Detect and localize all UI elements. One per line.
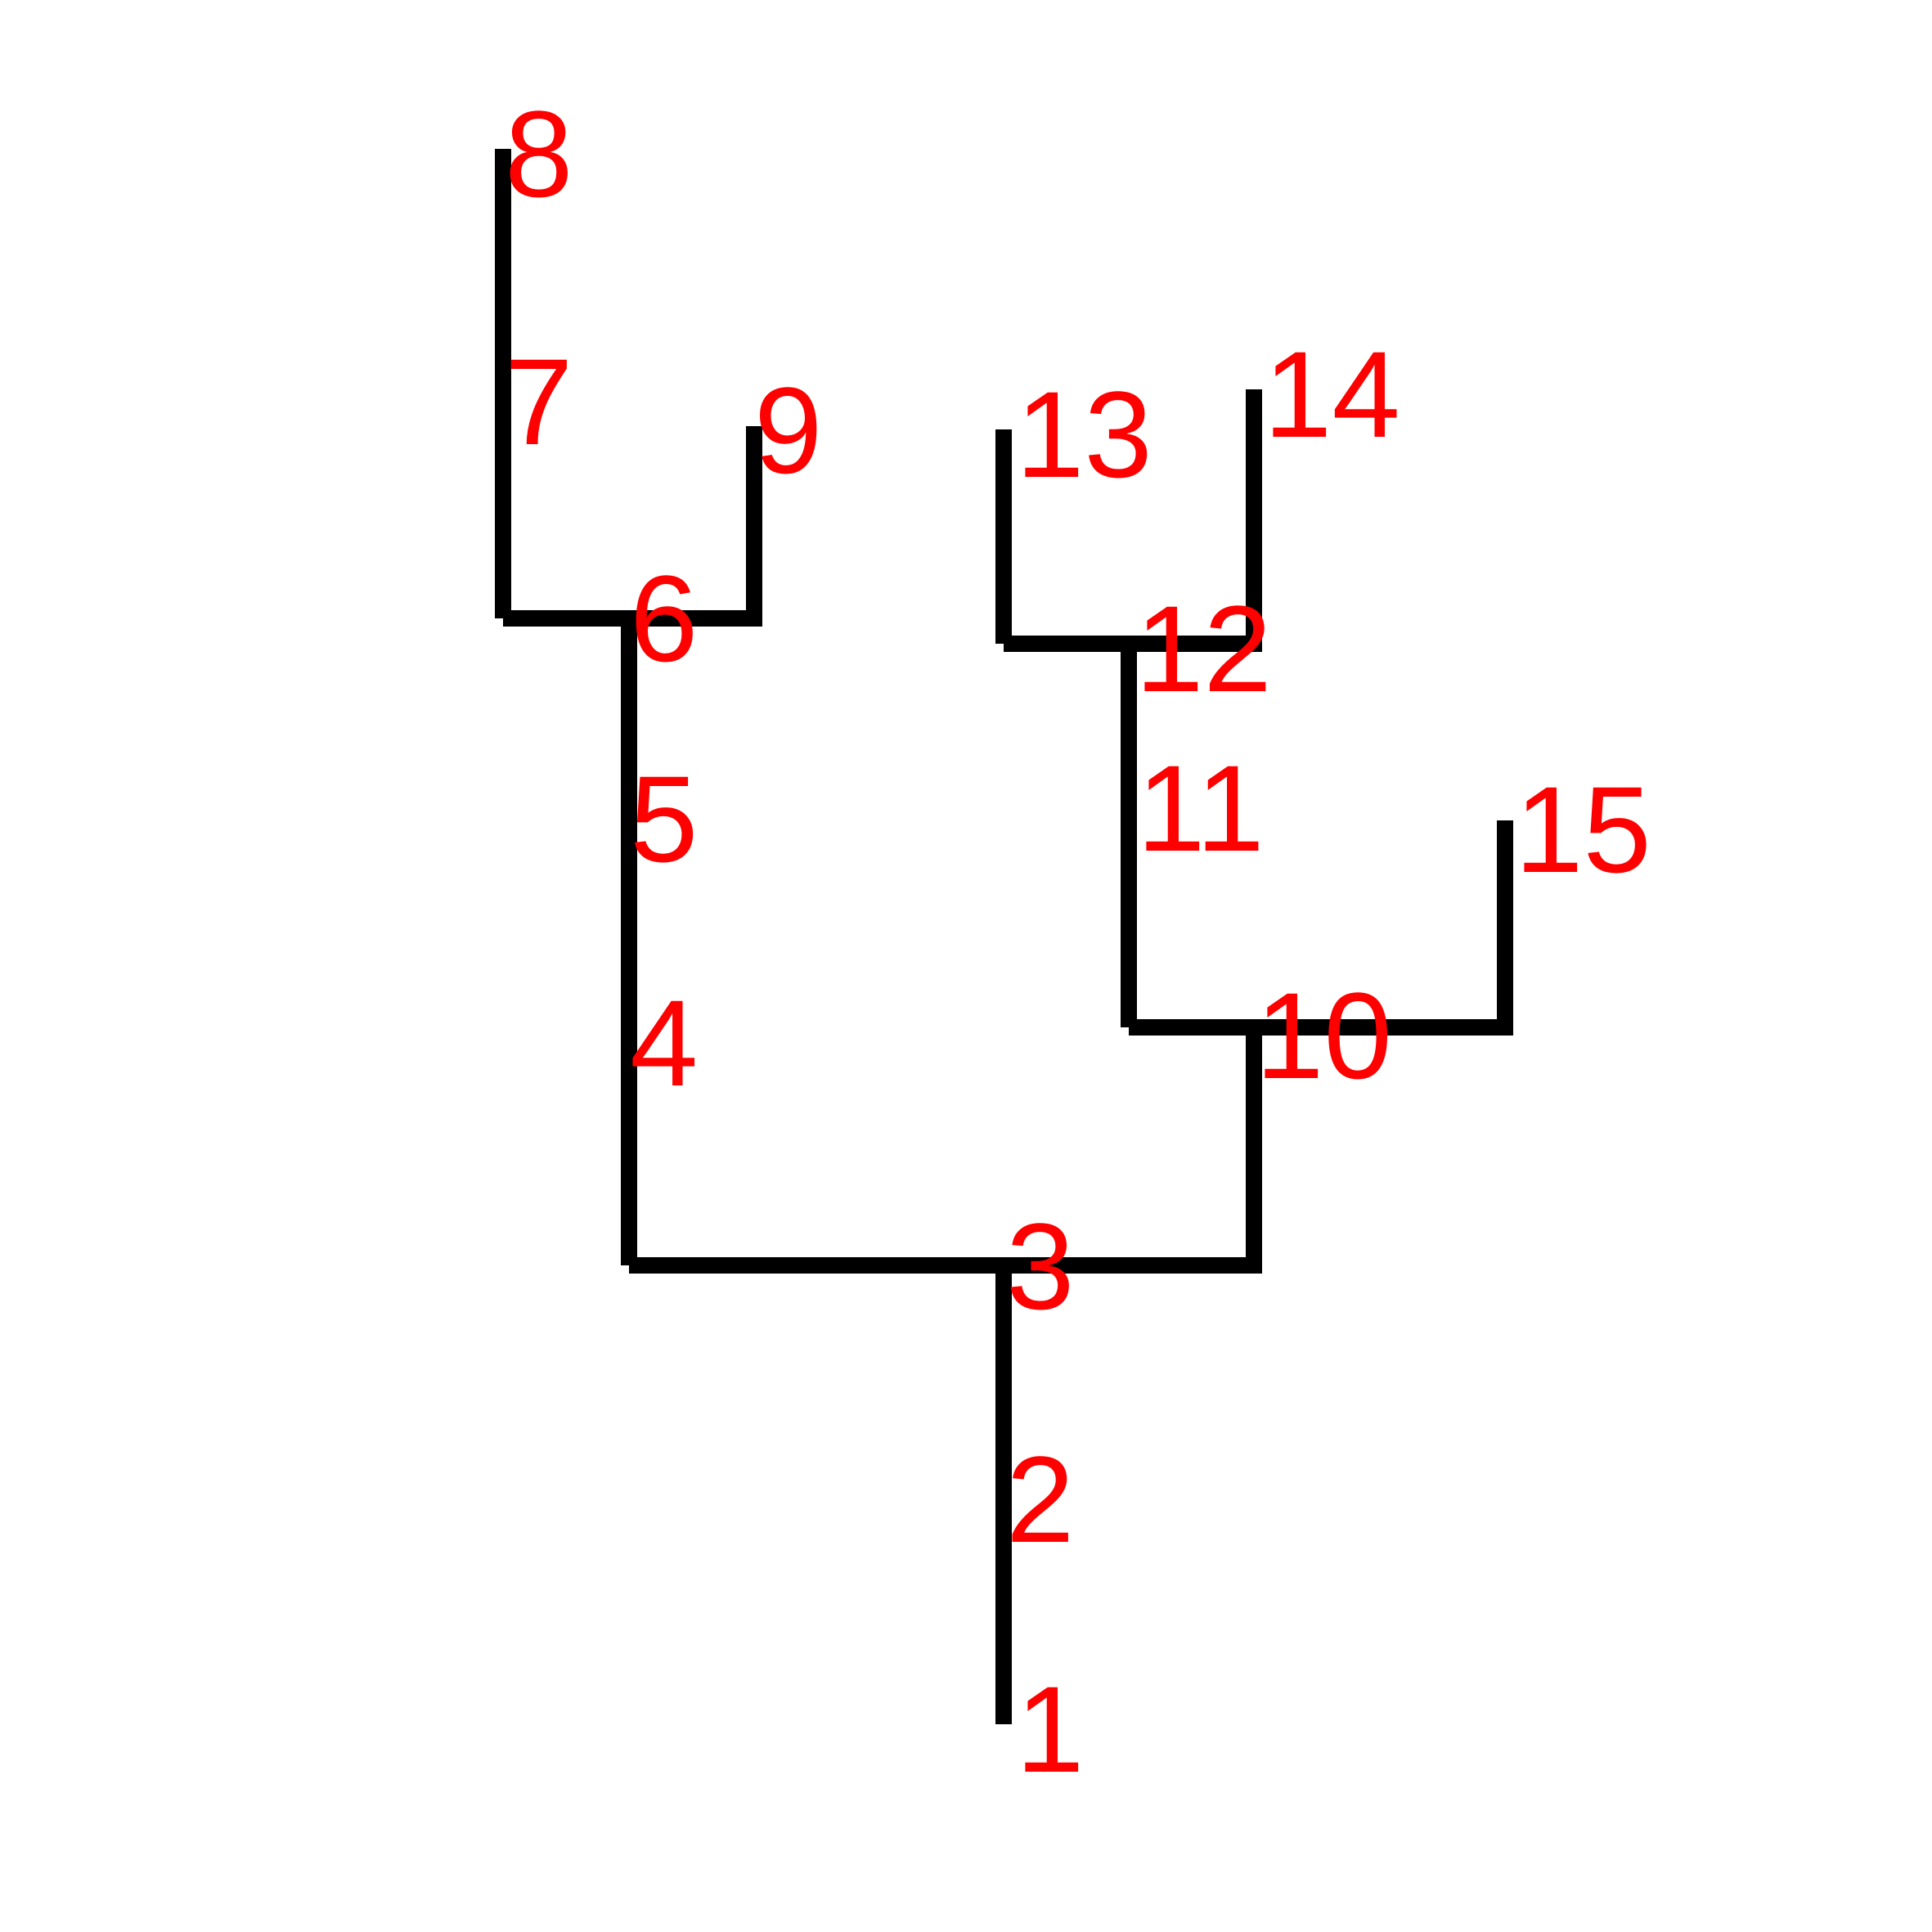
- node-label-5: 5: [630, 750, 698, 887]
- node-label-10: 10: [1256, 967, 1392, 1104]
- edge-10-15-v: [1497, 820, 1513, 1027]
- edge-6-9-h: [629, 610, 762, 627]
- node-label-14: 14: [1264, 326, 1400, 463]
- node-label-6: 6: [630, 550, 698, 687]
- tree-edges: [495, 149, 1513, 1724]
- node-label-8: 8: [505, 85, 573, 222]
- edge-10-15-h: [1254, 1019, 1513, 1036]
- edge-5-6: [621, 618, 637, 826]
- edge-7-8: [495, 149, 511, 367]
- node-label-9: 9: [754, 362, 822, 499]
- edge-12-13-h: [1004, 636, 1137, 652]
- edge-3-4-h: [629, 1257, 1012, 1274]
- edge-3-4-v: [621, 1045, 637, 1265]
- node-label-15: 15: [1515, 761, 1651, 898]
- node-label-7: 7: [505, 333, 573, 470]
- edge-3-10-h: [1004, 1257, 1262, 1274]
- edge-4-5: [621, 826, 637, 1045]
- node-label-13: 13: [1016, 366, 1152, 503]
- node-label-12: 12: [1135, 580, 1272, 717]
- node-label-2: 2: [1006, 1431, 1074, 1568]
- node-label-4: 4: [630, 974, 698, 1112]
- edge-1-2: [995, 1497, 1012, 1724]
- node-label-1: 1: [1016, 1660, 1084, 1798]
- edge-11-12: [1121, 644, 1137, 847]
- edge-6-7-h: [503, 610, 637, 627]
- edge-10-11-h: [1129, 1019, 1262, 1036]
- edge-6-9-v: [746, 426, 762, 618]
- node-label-3: 3: [1006, 1197, 1074, 1335]
- edge-3-10-v: [1246, 1027, 1262, 1265]
- edge-2-3: [995, 1265, 1012, 1497]
- edge-12-14-h: [1129, 636, 1262, 652]
- edge-12-14-v: [1246, 389, 1262, 644]
- edge-6-7-v: [495, 367, 511, 618]
- edge-12-13-v: [995, 429, 1012, 644]
- node-label-11: 11: [1137, 739, 1265, 877]
- edge-10-11-v: [1121, 847, 1137, 1027]
